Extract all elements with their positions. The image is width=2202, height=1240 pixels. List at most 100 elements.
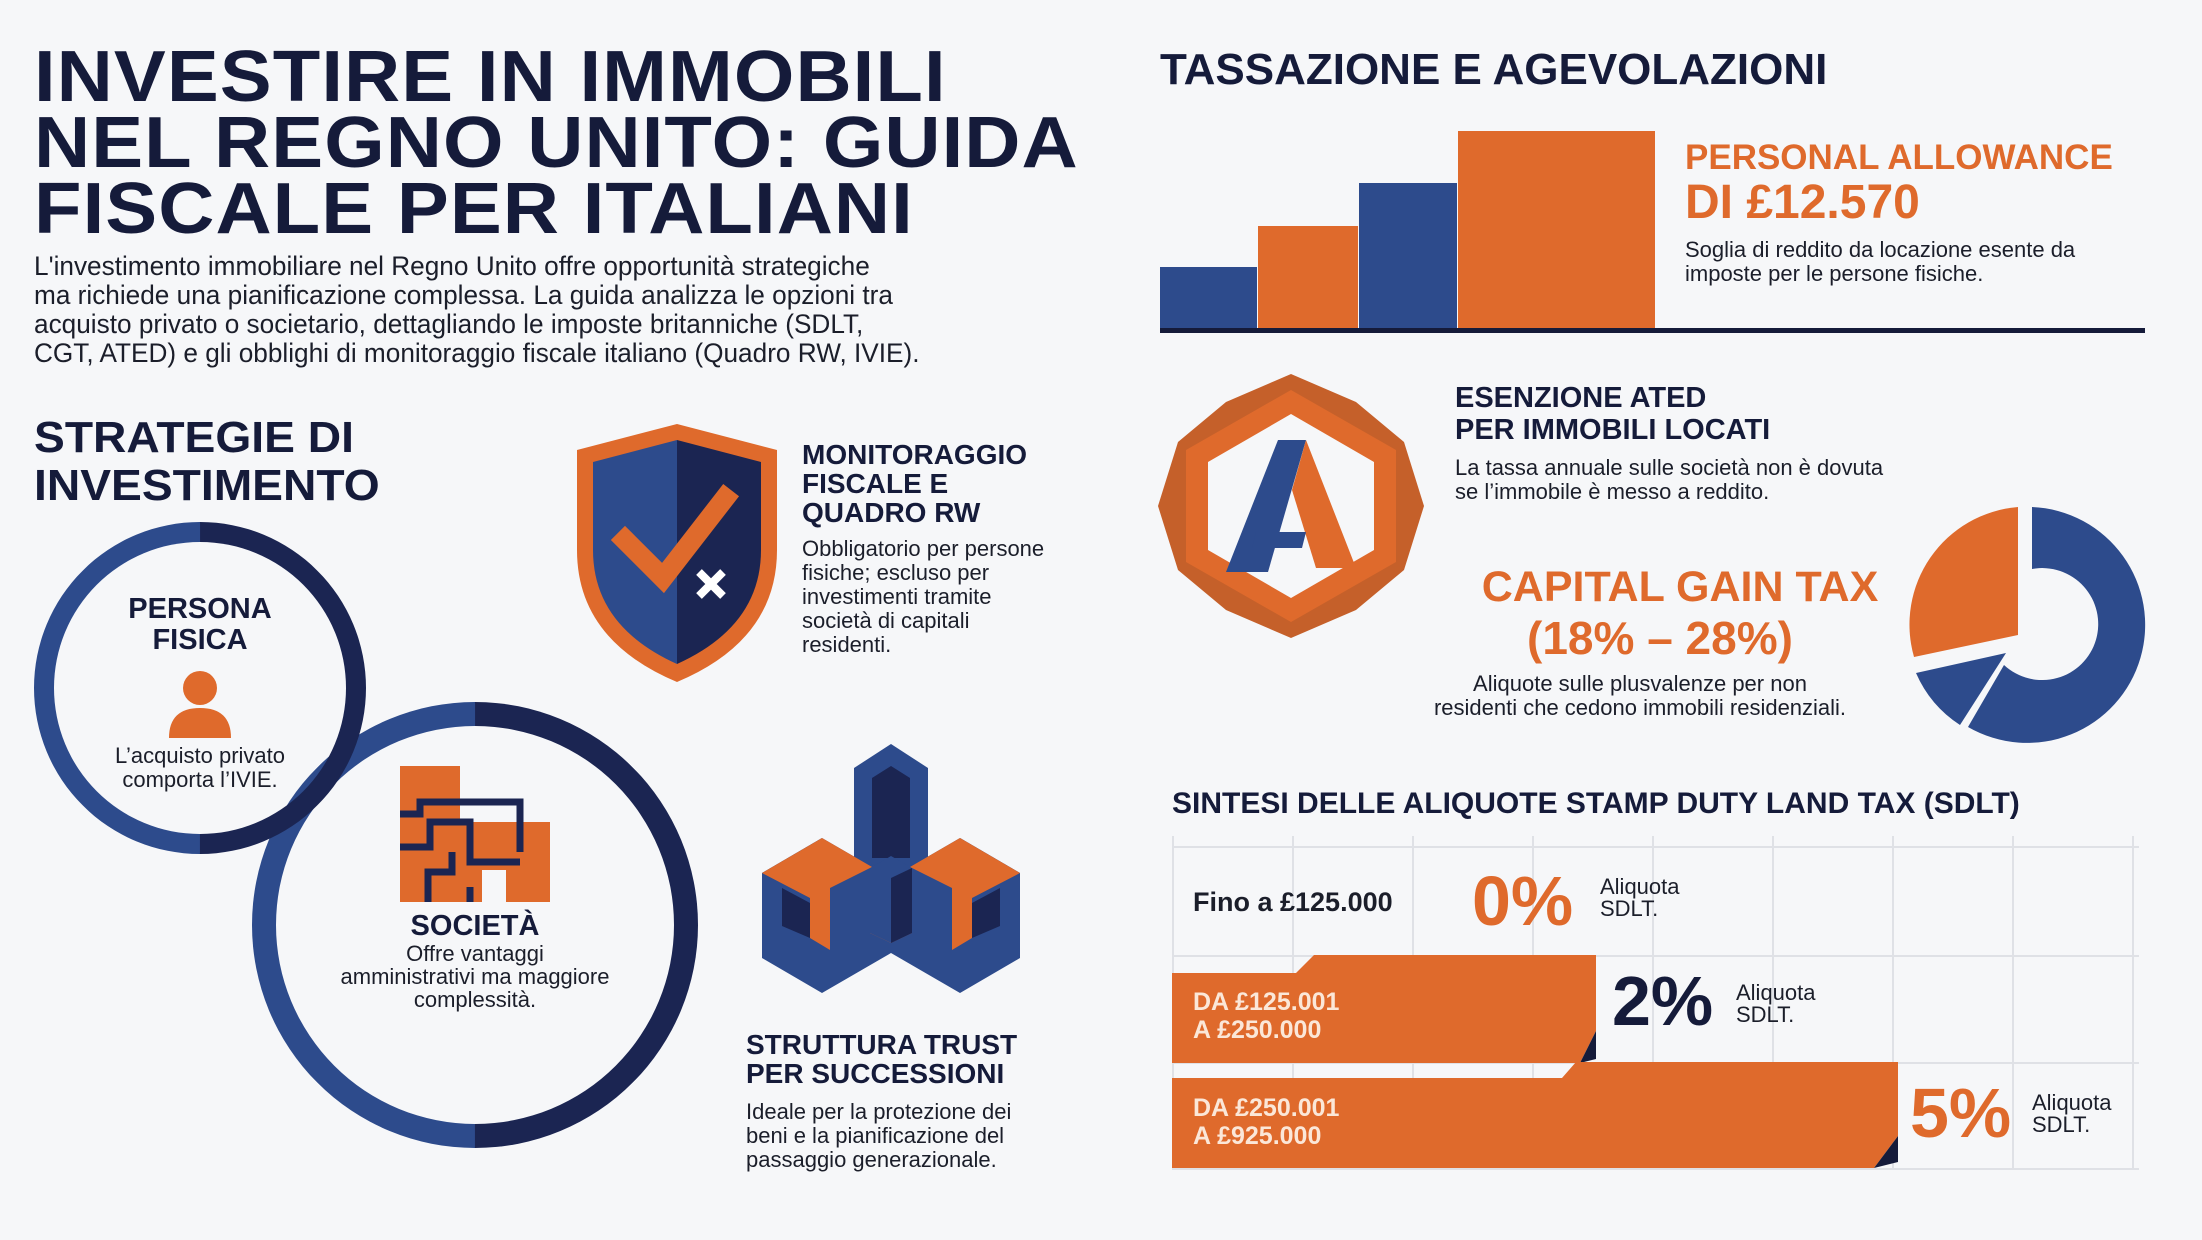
desc-line: fisiche; escluso per [802, 560, 990, 585]
sdlt-range: Fino a £125.000 [1193, 887, 1393, 917]
strategies-title: STRATEGIE DI INVESTIMENTO [34, 414, 380, 510]
title-line: INVESTIRE IN IMMOBILI [34, 37, 947, 117]
building-icon [400, 766, 550, 902]
donut-chart-icon [1909, 507, 2146, 743]
desc-line: Offre vantaggi [406, 941, 544, 966]
title-line: FISICA [152, 624, 248, 656]
persona-desc: L’acquisto privato comporta l’IVIE. [70, 744, 330, 792]
cgt-card: CAPITAL GAIN TAX (18% – 28%) Aliquote su… [1400, 562, 1960, 720]
shield-check-icon [577, 424, 777, 682]
bar-steps-icon [1160, 130, 1660, 330]
sdlt-rate-label: Aliquota SDLT. [1736, 982, 1816, 1026]
sdlt-rate: 2% [1612, 962, 1714, 1040]
ated-card: ESENZIONE ATED PER IMMOBILI LOCATI La ta… [1455, 382, 1975, 504]
desc-line: amministrativi ma maggiore [340, 964, 610, 989]
label-line: Aliquota [1736, 980, 1816, 1005]
monitoraggio-title: MONITORAGGIO FISCALE E QUADRO RW [802, 440, 1102, 527]
grid-line [1772, 836, 1774, 1170]
sdlt-rate: 5% [1910, 1074, 2012, 1152]
monitoraggio-card: MONITORAGGIO FISCALE E QUADRO RW Obbliga… [802, 440, 1102, 657]
societa-title: SOCIETÀ [410, 910, 540, 942]
allowance-card: PERSONAL ALLOWANCE DI £12.570 Soglia di … [1685, 138, 2145, 286]
title-line: PERSONA [128, 593, 272, 625]
desc-line: investimenti tramite [802, 584, 992, 609]
title-line: QUADRO RW [802, 497, 981, 528]
title-line: ESENZIONE ATED [1455, 382, 1707, 414]
sdlt-range: DA £125.001 A £250.000 [1193, 988, 1339, 1044]
desc-line: Obbligatorio per persone [802, 536, 1045, 561]
trust-title: STRUTTURA TRUST PER SUCCESSIONI [746, 1030, 1086, 1088]
cgt-rate-range: (18% – 28%) [1527, 612, 1793, 664]
desc-line: La tassa annuale sulle società non è dov… [1455, 455, 1884, 480]
step-bar [1258, 226, 1358, 330]
intro-line: acquisto privato o societario, dettaglia… [34, 309, 864, 339]
desc-line: Soglia di reddito da locazione esente da [1685, 237, 2076, 262]
desc-line: residenti che cedono immobili residenzia… [1433, 695, 1847, 720]
hexagon-a-badge-icon [1158, 374, 1424, 638]
desc-line: beni e la pianificazione del [746, 1123, 1005, 1148]
societa-card: SOCIETÀ Offre vantaggi amministrativi ma… [300, 762, 650, 1011]
monitoraggio-desc: Obbligatorio per persone fisiche; esclus… [802, 537, 1102, 657]
range-line: A £250.000 [1193, 1016, 1322, 1044]
trust-desc: Ideale per la protezione dei beni e la p… [746, 1100, 1086, 1172]
sdlt-rate-label: Aliquota SDLT. [2032, 1092, 2112, 1136]
person-icon [169, 671, 231, 738]
allowance-desc: Soglia di reddito da locazione esente da… [1685, 238, 2145, 286]
sdlt-title: SINTESI DELLE ALIQUOTE STAMP DUTY LAND T… [1172, 787, 2020, 820]
intro-line: ma richiede una pianificazione complessa… [34, 280, 893, 310]
desc-line: società di capitali [802, 608, 970, 633]
desc-line: Aliquote sulle plusvalenze per non [1473, 671, 1807, 696]
desc-line: comporta l’IVIE. [122, 767, 278, 792]
title-line: INVESTIMENTO [34, 461, 380, 510]
cgt-title: CAPITAL GAIN TAX [1481, 563, 1879, 611]
taxes-title: TASSAZIONE E AGEVOLAZIONI [1160, 45, 1828, 94]
sdlt-rate-label: Aliquota SDLT. [1600, 876, 1680, 920]
grid-line [1172, 846, 2139, 848]
desc-line: residenti. [802, 632, 892, 657]
title-line: PER IMMOBILI LOCATI [1455, 414, 1771, 446]
label-line: Aliquota [1600, 874, 1680, 899]
ated-title: ESENZIONE ATED PER IMMOBILI LOCATI [1455, 382, 1975, 446]
desc-line: complessità. [413, 987, 537, 1012]
label-line: Aliquota [2032, 1090, 2112, 1115]
step-bar [1160, 267, 1257, 330]
societa-desc: Offre vantaggi amministrativi ma maggior… [300, 942, 650, 1011]
title-line: PER SUCCESSIONI [746, 1058, 1005, 1089]
title-line: FISCALE PER ITALIANI [34, 169, 914, 249]
baseline-divider [1160, 328, 2145, 333]
desc-line: passaggio generazionale. [746, 1147, 997, 1172]
desc-line: imposte per le persone fisiche. [1685, 261, 1984, 286]
range-line: DA £250.001 [1193, 1094, 1340, 1122]
step-bar [1359, 183, 1457, 330]
intro-paragraph: L'investimento immobiliare nel Regno Uni… [34, 252, 1004, 368]
title-line: FISCALE E [802, 468, 949, 499]
range-line: A £925.000 [1193, 1122, 1322, 1150]
grid-line [2012, 836, 2014, 1170]
range-line: DA £125.001 [1193, 988, 1340, 1016]
label-line: SDLT. [2032, 1112, 2091, 1137]
title-line: STRATEGIE DI [34, 413, 355, 462]
sdlt-band-bar [1172, 955, 1596, 1063]
desc-line: L’acquisto privato [115, 743, 285, 768]
desc-line: Ideale per la protezione dei [746, 1099, 1012, 1124]
intro-line: L'investimento immobiliare nel Regno Uni… [34, 251, 870, 281]
trust-card: STRUTTURA TRUST PER SUCCESSIONI Ideale p… [746, 1030, 1086, 1172]
persona-title: PERSONA FISICA [70, 594, 330, 656]
allowance-title: PERSONAL ALLOWANCE [1685, 138, 2113, 177]
cgt-desc: Aliquote sulle plusvalenze per non resid… [1320, 672, 1960, 720]
intro-line: CGT, ATED) e gli obblighi di monitoraggi… [34, 338, 920, 368]
sdlt-band-bar [1172, 1062, 1898, 1168]
grid-line [1652, 836, 1654, 1170]
grid-line [2132, 836, 2134, 1170]
grid-line [1172, 955, 2139, 957]
title-line: NEL REGNO UNITO: GUIDA [34, 103, 1079, 183]
grid-line [1172, 1168, 2139, 1170]
page-title: INVESTIRE IN IMMOBILI NEL REGNO UNITO: G… [34, 37, 1079, 249]
grid-line [1892, 836, 1894, 1170]
sdlt-rate: 0% [1472, 862, 1574, 940]
sdlt-range: DA £250.001 A £925.000 [1193, 1094, 1339, 1150]
title-line: STRUTTURA TRUST [746, 1029, 1018, 1060]
step-bar [1458, 131, 1655, 330]
title-line: MONITORAGGIO [802, 439, 1028, 470]
cube-structure-icon [762, 744, 1020, 993]
